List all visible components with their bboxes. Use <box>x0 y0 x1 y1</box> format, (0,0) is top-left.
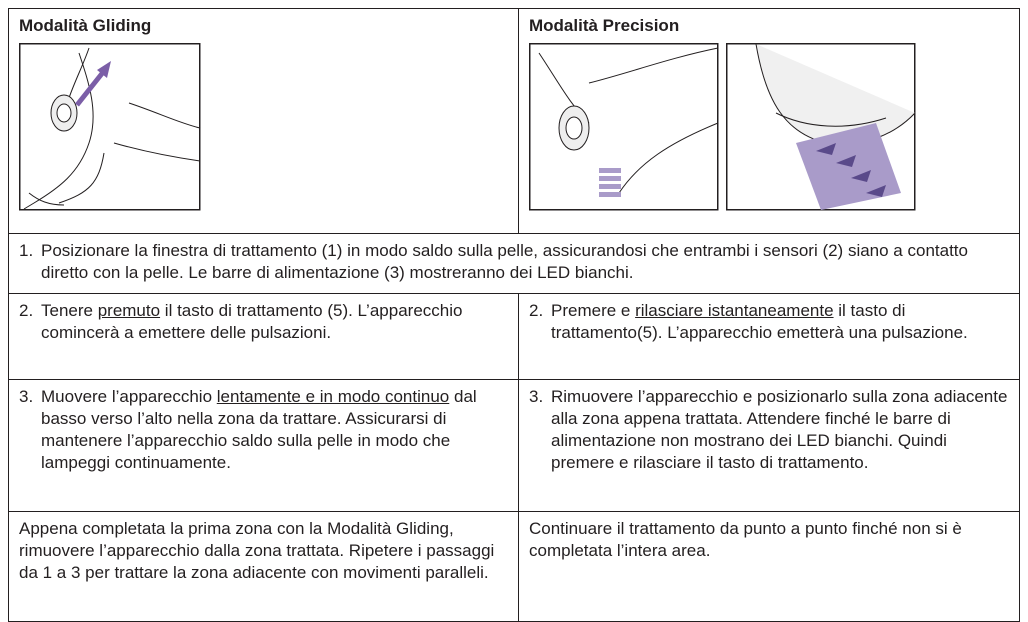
step-text: Posizionare la finestra di trattamento (… <box>41 241 968 282</box>
step: Appena completata la prima zona con la M… <box>19 518 508 584</box>
precision-illustration <box>529 43 719 211</box>
gliding-illustration <box>19 43 201 211</box>
step-number: 2. <box>19 301 34 320</box>
step-text: Tenere premuto il tasto di trattamento (… <box>41 300 508 344</box>
step-number: 2. <box>529 301 544 320</box>
underlined-text: lentamente e in modo continuo <box>216 387 450 406</box>
text-segment: Muovere l’apparecchio <box>41 387 217 406</box>
step: 3. Rimuovere l’apparecchio e posizionarlo… <box>529 386 1009 474</box>
step-text: Appena completata la prima zona con la M… <box>19 519 495 582</box>
text-segment: Premere e <box>551 301 636 320</box>
underlined-text: rilasciare istantaneamente <box>635 301 834 320</box>
instruction-table: Modalità Gliding Modalità Precision <box>8 8 1020 622</box>
step: 1. Posizionare la finestra di trattamento… <box>19 240 1009 284</box>
step-cell: 3. Muovere l’apparecchio lentamente e in … <box>8 379 519 512</box>
precision-illustrations <box>529 43 1009 211</box>
step-text: Premere e rilasciare istantaneamente il … <box>551 300 1009 344</box>
step-text: Rimuovere l’apparecchio e posizionarlo s… <box>551 387 1008 472</box>
step-number: 3. <box>19 387 34 406</box>
step-text: Muovere l’apparecchio lentamente e in mo… <box>41 386 508 474</box>
underlined-text: premuto <box>97 301 161 320</box>
precision-detail-illustration <box>726 43 916 211</box>
header: Modalità Precision <box>529 16 680 35</box>
text-segment: il tasto di trattamento(5). L’apparecchi… <box>551 301 968 342</box>
text-segment: Tenere <box>41 301 98 320</box>
step-cell: Continuare il trattamento da punto a pun… <box>518 511 1020 622</box>
precision-cell: Modalità Precision <box>518 8 1020 234</box>
step-cell: 3. Rimuovere l’apparecchio e posizionarlo… <box>518 379 1020 512</box>
step-cell: 2. Tenere premuto il tasto di trattamento… <box>8 293 519 380</box>
gliding-cell: Modalità Gliding <box>8 8 519 234</box>
step: 2. Premere e rilasciare istantaneamente i… <box>529 300 1009 344</box>
step: 3. Muovere l’apparecchio lentamente e in … <box>19 386 508 474</box>
step: Continuare il trattamento da punto a pun… <box>529 518 1009 562</box>
text-segment: il tasto di trattamento (5). L’apparecch… <box>41 301 463 342</box>
step-cell: 2. Premere e rilasciare istantaneamente i… <box>518 293 1020 380</box>
step: 2. Tenere premuto il tasto di trattamento… <box>19 300 508 344</box>
step-number: 3. <box>529 387 544 406</box>
header: Modalità Gliding <box>19 16 152 35</box>
step1-cell: 1. Posizionare la finestra di trattamento… <box>8 233 1020 294</box>
step-cell: Appena completata la prima zona con la M… <box>8 511 519 622</box>
step-text: Continuare il trattamento da punto a pun… <box>529 519 962 560</box>
step-number: 1. <box>19 241 34 260</box>
text-segment: dal basso verso l’alto nella zona da tra… <box>41 387 477 472</box>
